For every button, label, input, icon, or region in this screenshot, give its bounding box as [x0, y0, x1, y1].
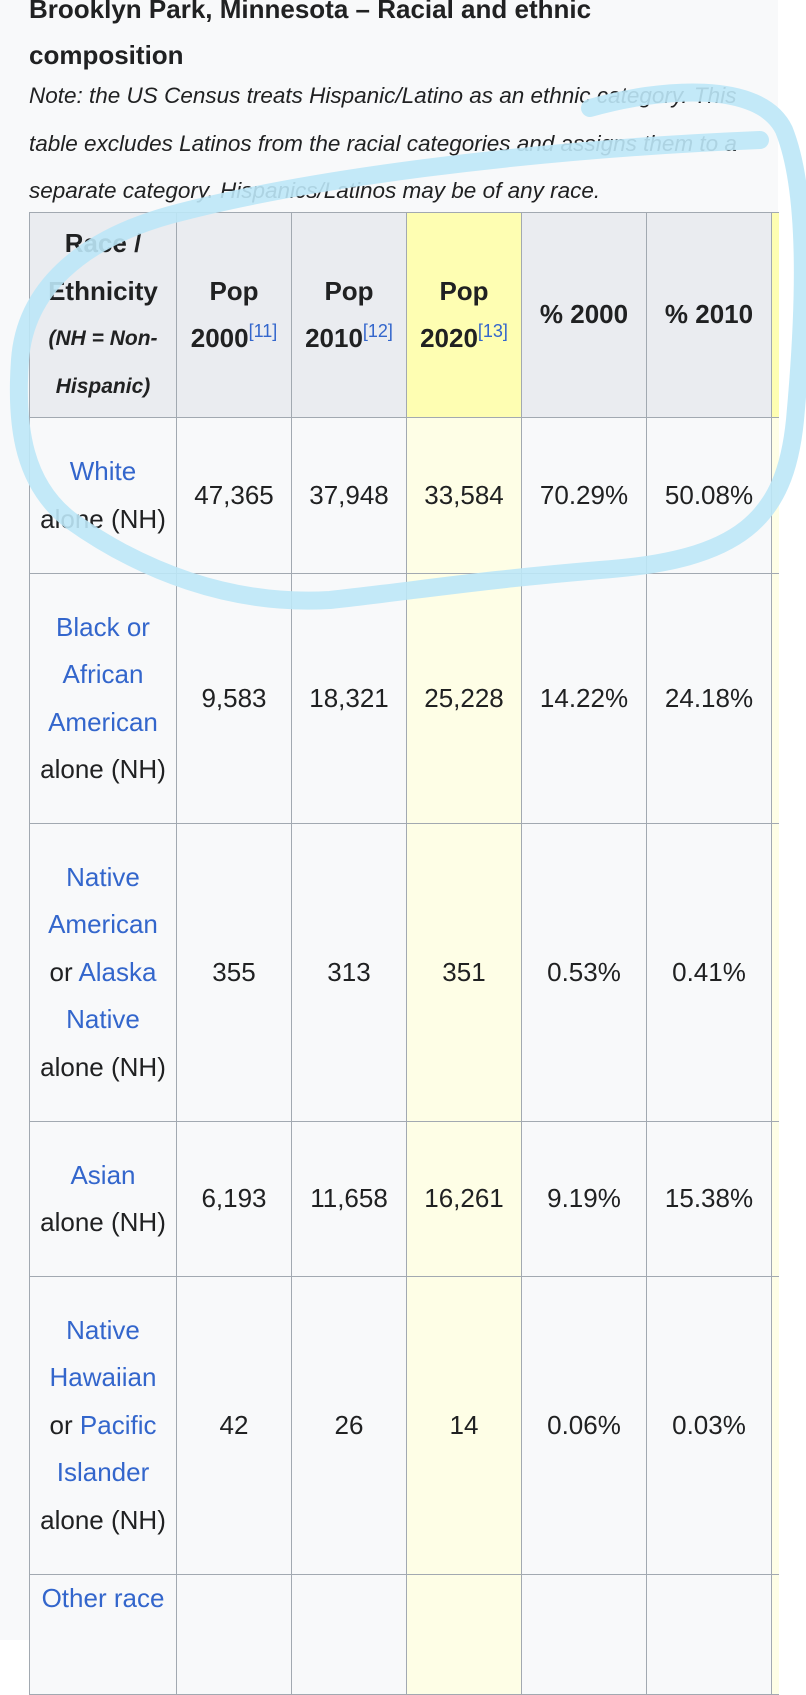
cell-pct-2000: 0.53%	[521, 823, 647, 1122]
demographics-table: Race / Ethnicity (NH = Non- Hispanic) Po…	[29, 212, 779, 1695]
pacific-islander-link[interactable]: Pacific Islander	[56, 1409, 157, 1488]
cell-pop-2000: 42	[176, 1276, 292, 1575]
cell-cut	[771, 823, 779, 1122]
cell-pct-2000: 0.06%	[521, 1276, 647, 1575]
cell-pct-2010	[646, 1574, 772, 1695]
cell-pct-2000: 70.29%	[521, 417, 647, 574]
cell-pop-2000: 355	[176, 823, 292, 1122]
header-pop-2020: Pop 2020[13]	[406, 212, 522, 418]
table-row: Native American or Alaska Native alone (…	[29, 823, 779, 1122]
cell-pct-2010: 0.03%	[646, 1276, 772, 1575]
native-hawaiian-link[interactable]: Native Hawaiian	[49, 1314, 157, 1393]
cell-pop-2000	[176, 1574, 292, 1695]
row-label: Asian alone (NH)	[29, 1121, 177, 1277]
table-row: Asian alone (NH) 6,193 11,658 16,261 9.1…	[29, 1121, 779, 1277]
table-row: Native Hawaiian or Pacific Islander alon…	[29, 1276, 779, 1575]
header-row: Race / Ethnicity (NH = Non- Hispanic) Po…	[29, 212, 779, 418]
cell-pop-2020: 16,261	[406, 1121, 522, 1277]
cell-pop-2010: 313	[291, 823, 407, 1122]
cell-cut	[771, 417, 779, 574]
cell-pop-2010: 37,948	[291, 417, 407, 574]
header-pop-2010: Pop 2010[12]	[291, 212, 407, 418]
ref-13-link[interactable]: [13]	[477, 321, 508, 341]
alaska-native-link[interactable]: Alaska Native	[66, 956, 157, 1035]
cell-pct-2000: 9.19%	[521, 1121, 647, 1277]
header-pct-2000: % 2000	[521, 212, 647, 418]
cell-pct-2000	[521, 1574, 647, 1695]
black-african-american-link[interactable]: Black or African American	[48, 611, 158, 737]
header-pop-2000: Pop 2000[11]	[176, 212, 292, 418]
asian-link[interactable]: Asian	[70, 1159, 136, 1190]
cell-pop-2020: 25,228	[406, 573, 522, 824]
table-row: Black or African American alone (NH) 9,5…	[29, 573, 779, 824]
white-link[interactable]: White	[69, 456, 137, 486]
cell-pop-2000: 9,583	[176, 573, 292, 824]
table-row: White alone (NH) 47,365 37,948 33,584 70…	[29, 417, 779, 574]
cell-pop-2020	[406, 1574, 522, 1695]
cell-pop-2000: 47,365	[176, 417, 292, 574]
row-label: Other race	[29, 1574, 177, 1695]
cell-pop-2010: 18,321	[291, 573, 407, 824]
cell-pct-2010: 50.08%	[646, 417, 772, 574]
table-caption: Brooklyn Park, Minnesota – Racial and et…	[29, 0, 769, 78]
cell-cut	[771, 1574, 779, 1695]
caption-line-1: Brooklyn Park, Minnesota – Racial and et…	[29, 0, 592, 24]
row-label: White alone (NH)	[29, 417, 177, 574]
cell-pop-2020: 351	[406, 823, 522, 1122]
census-note: Note: the US Census treats Hispanic/Lati…	[29, 83, 737, 203]
ref-11-link[interactable]: [11]	[248, 321, 278, 341]
content-panel: Brooklyn Park, Minnesota – Racial and et…	[29, 0, 779, 1695]
row-label: Native Hawaiian or Pacific Islander alon…	[29, 1276, 177, 1575]
header-race-ethnicity: Race / Ethnicity (NH = Non- Hispanic)	[29, 212, 177, 418]
cell-pct-2010: 24.18%	[646, 573, 772, 824]
other-race-link[interactable]: Other race	[41, 1583, 165, 1613]
cell-cut	[771, 573, 779, 824]
cell-pop-2010: 11,658	[291, 1121, 407, 1277]
cell-pop-2020: 33,584	[406, 417, 522, 574]
cell-pct-2000: 14.22%	[521, 573, 647, 824]
cell-pop-2010	[291, 1574, 407, 1695]
cell-pop-2000: 6,193	[176, 1121, 292, 1277]
table-row: Other race	[29, 1574, 779, 1695]
header-pct-2010: % 2010	[646, 212, 772, 418]
ref-12-link[interactable]: [12]	[362, 321, 393, 341]
native-american-link[interactable]: Native American	[48, 861, 158, 940]
cell-cut	[771, 1121, 779, 1277]
row-label: Black or African American alone (NH)	[29, 573, 177, 824]
cell-pct-2010: 0.41%	[646, 823, 772, 1122]
header-cut-column	[771, 212, 779, 418]
cell-cut	[771, 1276, 779, 1575]
cell-pop-2010: 26	[291, 1276, 407, 1575]
cell-pct-2010: 15.38%	[646, 1121, 772, 1277]
row-label: Native American or Alaska Native alone (…	[29, 823, 177, 1122]
cell-pop-2020: 14	[406, 1276, 522, 1575]
caption-line-2: composition	[29, 40, 184, 70]
